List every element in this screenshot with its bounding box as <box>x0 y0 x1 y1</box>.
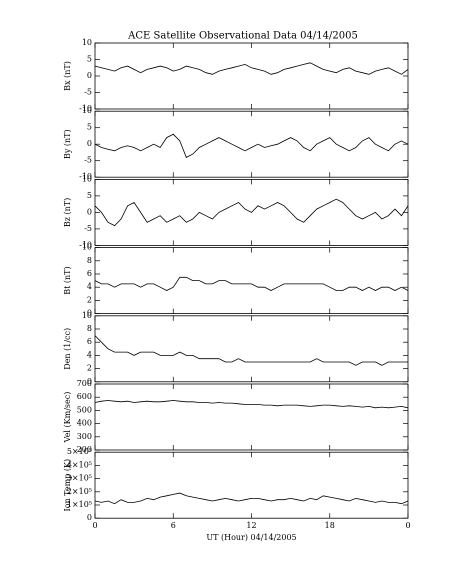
data-line <box>94 62 409 75</box>
y-tick-label: 300 <box>77 432 92 441</box>
y-tick-label: 6 <box>87 337 92 346</box>
y-tick-label: 4 <box>87 282 92 291</box>
panel-frame <box>94 247 409 315</box>
y-tick-label: 0 <box>87 377 92 386</box>
y-tick-label: 5 <box>87 55 92 64</box>
panel-frame <box>94 383 409 451</box>
y-tick-label: 700 <box>77 379 92 388</box>
y-tick-label: 5 <box>87 123 92 132</box>
data-line <box>94 133 409 158</box>
y-tick-label: 3×10⁵ <box>67 474 92 483</box>
y-tick-label: 5 <box>87 191 92 200</box>
panel-frame <box>94 42 409 110</box>
y-tick-label: -10 <box>79 104 92 113</box>
y-tick-label: 4 <box>87 350 92 359</box>
y-tick-label: 8 <box>87 324 92 333</box>
y-tick-label: 2×10⁵ <box>67 487 92 496</box>
x-tick-label: 0 <box>92 521 97 530</box>
y-tick-label: 4×10⁵ <box>67 460 92 469</box>
y-tick-label: 10 <box>82 174 92 183</box>
data-line <box>94 335 408 366</box>
data-line <box>94 276 409 291</box>
data-line <box>94 198 409 227</box>
y-tick-label: 500 <box>77 405 92 414</box>
y-tick-label: -10 <box>79 172 92 181</box>
y-tick-label: -5 <box>84 156 92 165</box>
y-axis-label: By (nT) <box>63 129 72 159</box>
y-tick-label: 200 <box>77 445 92 454</box>
y-tick-label: 0 <box>87 71 92 80</box>
data-line <box>94 492 409 505</box>
y-tick-label: -5 <box>84 88 92 97</box>
y-tick-label: 0 <box>87 513 92 522</box>
y-tick-label: -10 <box>79 240 92 249</box>
x-axis-label: UT (Hour) 04/14/2005 <box>206 533 296 542</box>
y-tick-label: 6 <box>87 269 92 278</box>
panel-frame <box>94 315 409 383</box>
y-axis-label: Vel (Km/sec) <box>63 392 72 444</box>
y-tick-label: 5×10⁵ <box>67 447 92 456</box>
x-tick-label: 18 <box>325 521 335 530</box>
y-tick-label: 2 <box>87 364 92 373</box>
y-tick-label: 600 <box>77 392 92 401</box>
y-axis-label: Ion Temp (K) <box>63 459 72 512</box>
panel-frame <box>94 110 409 178</box>
y-axis-label: Den (1/cc) <box>63 328 72 370</box>
data-line <box>94 400 409 409</box>
y-tick-label: 0 <box>87 207 92 216</box>
y-tick-label: 1×10⁵ <box>67 500 92 509</box>
y-tick-label: -5 <box>84 224 92 233</box>
y-axis-label: Bx (nT) <box>63 61 72 91</box>
y-tick-label: 10 <box>82 311 92 320</box>
x-tick-label: 6 <box>171 521 176 530</box>
y-tick-label: 2 <box>87 295 92 304</box>
y-tick-label: 10 <box>82 243 92 252</box>
x-tick-label: 0 <box>405 521 410 530</box>
y-tick-label: 10 <box>82 106 92 115</box>
x-tick-label: 12 <box>246 521 256 530</box>
y-axis-label: Bz (nT) <box>63 198 72 227</box>
y-tick-label: 10 <box>82 38 92 47</box>
y-axis-label: Bt (nT) <box>63 266 72 294</box>
y-tick-label: 8 <box>87 256 92 265</box>
y-tick-label: 0 <box>87 139 92 148</box>
chart-title: ACE Satellite Observational Data 04/14/2… <box>127 31 358 42</box>
y-tick-label: 400 <box>77 419 92 428</box>
panel-frame <box>94 451 409 519</box>
y-tick-label: 0 <box>87 309 92 318</box>
